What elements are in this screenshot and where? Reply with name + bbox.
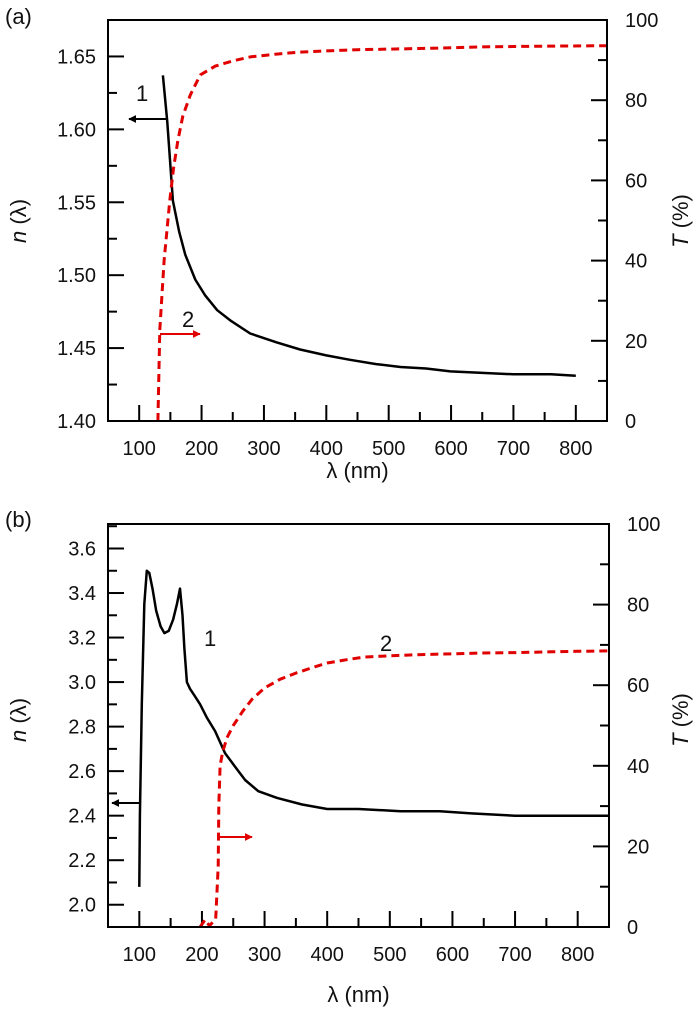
y-left-rest: (λ) — [6, 698, 31, 730]
ticks: 100 200 300 400 500 600 700 8002.02.22.42.62.83… — [68, 514, 660, 966]
y-right-tick-label: 0 — [627, 917, 638, 939]
y-right-tick-label: 100 — [625, 10, 658, 32]
x-axis-title: λ (nm) — [326, 458, 388, 483]
y-right-tick-label: 60 — [625, 170, 647, 192]
transmittance-curve-2 — [198, 649, 610, 928]
y-left-axis-title: n (λ) — [6, 199, 31, 243]
y-left-tick-label: 1.45 — [57, 338, 96, 360]
x-tick-label: 400 — [310, 438, 343, 460]
y-left-tick-label: 3.2 — [68, 628, 96, 650]
y-left-tick-label: 2.2 — [68, 850, 96, 872]
panel-b: (b) 100 200 300 400 500 600 700 8002.02.22.42.6… — [5, 507, 693, 1007]
transmittance-curve-2 — [156, 44, 608, 422]
y-left-tick-label: 3.4 — [68, 583, 96, 605]
ticks: 100 200 300 400 500 600 700 8001.401.451.501.55… — [57, 10, 658, 460]
x-tick-label: 500 — [372, 438, 405, 460]
y-right-tick-label: 60 — [627, 675, 649, 697]
y-right-tick-label: 100 — [627, 514, 660, 536]
x-tick-label: 600 — [434, 438, 467, 460]
refractive-index-curve-1 — [138, 569, 609, 887]
x-tick-label: 200 — [185, 438, 218, 460]
x-tick-label: 700 — [497, 438, 530, 460]
y-right-tick-label: 0 — [625, 411, 636, 433]
y-left-tick-label: 3.6 — [68, 538, 96, 560]
y-left-tick-label: 1.65 — [57, 46, 96, 68]
y-left-tick-label: 2.8 — [68, 717, 96, 739]
x-tick-label: 300 — [247, 438, 280, 460]
y-left-tick-label: 2.6 — [68, 761, 96, 783]
y-left-axis-title: n (λ) — [6, 698, 31, 742]
series-group — [156, 44, 608, 422]
refractive-index-curve-1 — [161, 75, 576, 378]
curve-label-1: 1 — [136, 81, 148, 106]
y-right-tick-label: 20 — [627, 836, 649, 858]
y-right-tick-label: 80 — [625, 90, 647, 112]
y-right-axis-title: T (%) — [668, 194, 693, 248]
plot-frame — [107, 523, 610, 928]
y-right-rest: (%) — [668, 693, 693, 733]
y-left-tick-label: 1.50 — [57, 265, 96, 287]
panel-label: (b) — [5, 507, 32, 532]
x-tick-label: 100 — [123, 944, 156, 966]
y-right-tick-label: 40 — [627, 756, 649, 778]
y-left-tick-label: 1.40 — [57, 411, 96, 433]
curve-label-2: 2 — [182, 307, 194, 332]
x-tick-label: 100 — [123, 438, 156, 460]
y-left-var: n — [6, 231, 31, 243]
y-right-tick-label: 40 — [625, 251, 647, 273]
x-tick-label: 200 — [185, 944, 218, 966]
y-right-var: T — [668, 732, 693, 747]
panel-a: (a) 100 200 300 400 500 600 700 8001.401.451.50… — [5, 4, 693, 483]
curve-label-1: 1 — [204, 626, 216, 651]
y-left-tick-label: 1.60 — [57, 119, 96, 141]
y-right-tick-label: 80 — [627, 595, 649, 617]
curve-label-2: 2 — [380, 631, 392, 656]
x-tick-label: 500 — [373, 944, 406, 966]
y-left-tick-label: 3.0 — [68, 672, 96, 694]
x-axis-title: λ (nm) — [327, 982, 389, 1007]
y-left-tick-label: 2.0 — [68, 895, 96, 917]
series-group — [138, 569, 610, 928]
x-tick-label: 800 — [559, 438, 592, 460]
x-tick-label: 800 — [561, 944, 594, 966]
y-left-var: n — [6, 730, 31, 742]
panel-label: (a) — [5, 4, 32, 29]
y-left-tick-label: 2.4 — [68, 806, 96, 828]
x-tick-label: 300 — [248, 944, 281, 966]
x-tick-label: 700 — [498, 944, 531, 966]
x-tick-label: 600 — [436, 944, 469, 966]
y-right-axis-title: T (%) — [668, 693, 693, 747]
y-left-rest: (λ) — [6, 199, 31, 231]
y-left-tick-label: 1.55 — [57, 192, 96, 214]
plot-frame — [107, 19, 608, 422]
y-right-tick-label: 20 — [625, 331, 647, 353]
x-tick-label: 400 — [311, 944, 344, 966]
y-right-var: T — [668, 233, 693, 248]
y-right-rest: (%) — [668, 194, 693, 234]
